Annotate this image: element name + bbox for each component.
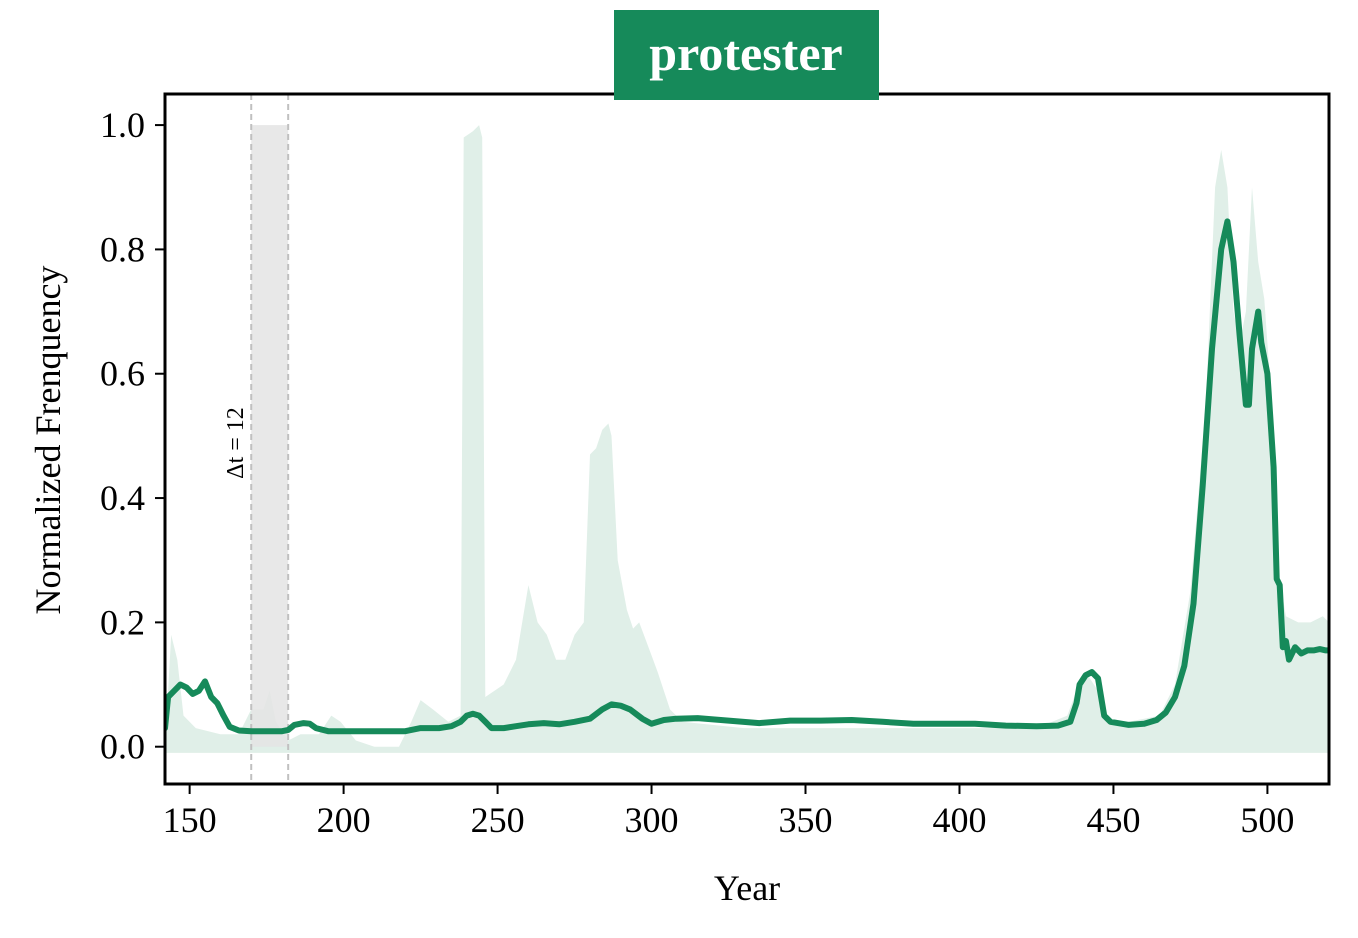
x-tick-label: 500	[1240, 800, 1294, 840]
series-line	[165, 218, 1329, 735]
frequency-band	[165, 125, 1329, 753]
x-tick-label: 400	[932, 800, 986, 840]
y-tick-label: 0.8	[100, 229, 145, 269]
x-tick-label: 350	[779, 800, 833, 840]
x-tick-label: 150	[163, 800, 217, 840]
x-tick-label: 300	[625, 800, 679, 840]
x-tick-label: 200	[317, 800, 371, 840]
y-tick-label: 0.6	[100, 354, 145, 394]
x-tick-label: 250	[471, 800, 525, 840]
plot-area	[165, 94, 1329, 784]
x-axis-label: Year	[714, 868, 780, 908]
axes: 150 200 250 300 350 400 450 500 0.0 0.2 0.4 0.6 0.8 1…	[100, 105, 1294, 840]
window-annotation: Δt = 12	[223, 407, 249, 479]
chart-title-box: protester	[614, 10, 879, 100]
y-tick-label: 1.0	[100, 105, 145, 145]
time-window	[251, 125, 289, 747]
y-axis-label: Normalized Frenquency	[28, 266, 68, 615]
y-tick-label: 0.4	[100, 478, 145, 518]
title-background	[614, 10, 879, 100]
chart-title: protester	[649, 25, 842, 81]
x-tick-label: 450	[1086, 800, 1140, 840]
y-tick-label: 0.2	[100, 602, 145, 642]
y-tick-label: 0.0	[100, 727, 145, 767]
plot-frame	[163, 92, 1331, 786]
